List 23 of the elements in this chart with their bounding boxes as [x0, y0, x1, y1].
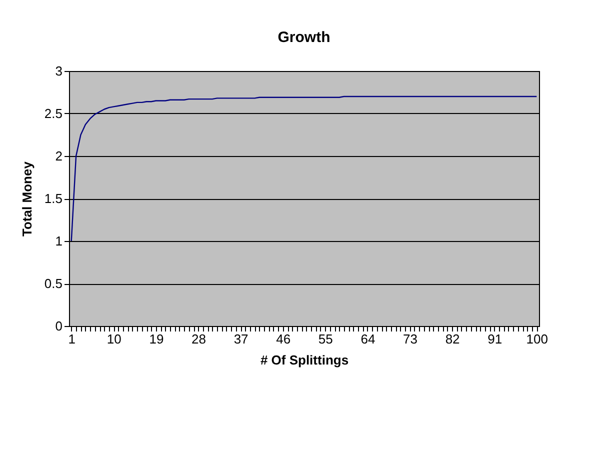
y-tick-label: 0 [55, 318, 62, 334]
y-tick-label: 1 [55, 234, 62, 248]
x-tick-label: 73 [403, 332, 418, 346]
y-tick-label: 2 [55, 148, 62, 164]
x-axis-title: # Of Splittings [260, 352, 349, 368]
x-tick-label: 10 [106, 332, 122, 346]
x-tick-label: 82 [445, 332, 460, 346]
x-tick-label: 1 [68, 332, 76, 346]
y-axis-title: Total Money [19, 160, 34, 236]
x-tick-label: 37 [234, 332, 248, 346]
x-tick-label: 91 [488, 332, 502, 346]
y-tick-label: 1.5 [44, 191, 62, 206]
x-tick-label: 46 [276, 332, 291, 346]
x-tick-label: 19 [149, 332, 164, 346]
x-tick-label: 55 [318, 332, 333, 346]
x-tick-label: 100 [526, 332, 548, 346]
x-tick-label: 28 [192, 332, 206, 346]
line-series [70, 96, 538, 242]
y-tick-label: 0.5 [44, 276, 62, 291]
x-tick-label: 64 [360, 332, 376, 346]
chart-title: Growth [278, 29, 330, 46]
y-tick-label: 3 [55, 64, 62, 78]
y-tick-label: 2.5 [44, 106, 62, 121]
